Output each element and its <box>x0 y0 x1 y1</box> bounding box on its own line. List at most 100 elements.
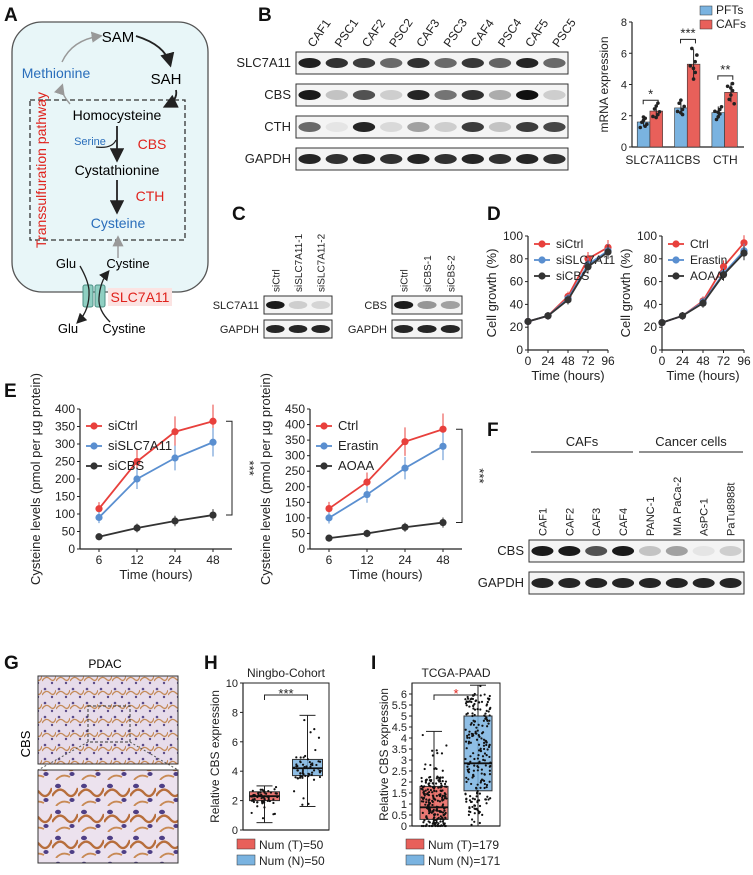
blot-band <box>612 578 635 588</box>
blot-band <box>440 300 460 310</box>
data-point <box>464 728 467 731</box>
y-tick-label: 100 <box>637 229 657 243</box>
data-point <box>486 719 489 723</box>
y-tick-label: 60 <box>510 275 524 289</box>
data-point <box>295 765 298 768</box>
data-point <box>468 700 471 703</box>
data-point <box>485 753 488 757</box>
data-point <box>427 809 431 812</box>
blot-strip <box>528 571 745 595</box>
y-tick-label: 0 <box>650 343 657 357</box>
y-tick-label: 20 <box>644 320 658 334</box>
blot-band <box>719 578 742 588</box>
data-point <box>474 699 478 702</box>
data-point <box>95 513 103 522</box>
data-point <box>472 752 475 755</box>
data-point <box>171 428 179 436</box>
data-point <box>488 743 491 746</box>
data-point <box>431 754 434 757</box>
blot-band <box>434 122 457 132</box>
sam-label: SAM <box>102 29 135 46</box>
data-point <box>486 748 489 751</box>
x-tick-label: 0 <box>525 354 532 368</box>
y-tick-label: 0 <box>401 821 407 833</box>
data-point <box>301 776 304 779</box>
data-point <box>325 514 333 522</box>
homocysteine-label: Homocysteine <box>73 107 162 123</box>
blot-band <box>407 90 430 100</box>
blot-band <box>558 546 581 556</box>
data-point <box>420 776 423 780</box>
data-point <box>265 792 268 795</box>
y-tick-label: 150 <box>285 495 305 509</box>
data-point <box>257 792 260 795</box>
data-point <box>435 749 438 752</box>
data-point <box>436 809 439 812</box>
data-point <box>260 797 263 800</box>
data-point <box>427 782 430 786</box>
box-chart-H_box: 0 2 4 6 8 10 Relative CBS expression Ningbo-Coh… <box>208 666 330 868</box>
data-point <box>428 790 431 794</box>
data-point <box>438 800 442 803</box>
y-tick-label: 400 <box>55 402 75 416</box>
data-point <box>484 715 487 718</box>
data-point <box>473 713 476 717</box>
data-point <box>485 785 488 789</box>
legend-label: AOAA <box>690 269 723 283</box>
lane-label: AsPC-1 <box>699 498 711 536</box>
blot-strip <box>295 51 569 75</box>
data-point <box>401 438 409 446</box>
data-point <box>363 529 371 538</box>
y-axis-label: Cell growth (%) <box>618 249 633 338</box>
data-point <box>486 795 489 798</box>
y-tick-label: 0 <box>68 542 75 556</box>
data-point <box>424 789 427 792</box>
significance-bracket <box>642 99 659 105</box>
data-point <box>691 77 696 81</box>
data-point <box>476 800 479 804</box>
data-point <box>482 744 486 747</box>
legend-label: Erastin <box>690 253 727 267</box>
data-point <box>171 454 179 462</box>
data-point <box>253 793 256 797</box>
data-point <box>478 804 482 808</box>
blot-band <box>531 578 554 588</box>
data-point <box>435 777 438 780</box>
data-point <box>441 803 445 806</box>
significance-label: *** <box>278 686 293 701</box>
series-line <box>328 428 444 510</box>
zoom-line-right <box>129 741 179 771</box>
y-tick-label: 20 <box>510 320 524 334</box>
methionine-label: Methionine <box>22 65 91 81</box>
data-point <box>719 104 724 109</box>
data-point <box>266 799 269 803</box>
x-tick-label: 24 <box>676 354 690 368</box>
data-point <box>465 776 468 779</box>
y-tick-label: 200 <box>55 472 75 486</box>
lane-label: MIA PaCa-2 <box>672 477 684 536</box>
data-point <box>420 824 424 828</box>
data-point <box>658 319 666 327</box>
data-point <box>478 701 481 704</box>
data-point <box>471 805 474 809</box>
significance-bracket <box>433 694 479 700</box>
data-point <box>438 780 441 783</box>
legend-label: Erastin <box>338 438 378 453</box>
data-point <box>299 761 302 764</box>
data-point <box>464 698 467 701</box>
legend-marker <box>90 422 98 430</box>
data-point <box>431 803 434 807</box>
data-point <box>469 800 473 804</box>
legend-swatch <box>405 838 425 850</box>
data-point <box>318 769 321 772</box>
data-point <box>436 813 439 816</box>
data-point <box>251 789 254 792</box>
data-point <box>476 708 479 711</box>
data-point <box>488 755 491 759</box>
data-point <box>469 795 472 798</box>
data-point <box>256 801 259 804</box>
significance-label: * <box>453 686 458 701</box>
cystine-outside-label: Cystine <box>102 321 145 336</box>
data-point <box>439 793 442 796</box>
blot-band <box>325 154 348 164</box>
